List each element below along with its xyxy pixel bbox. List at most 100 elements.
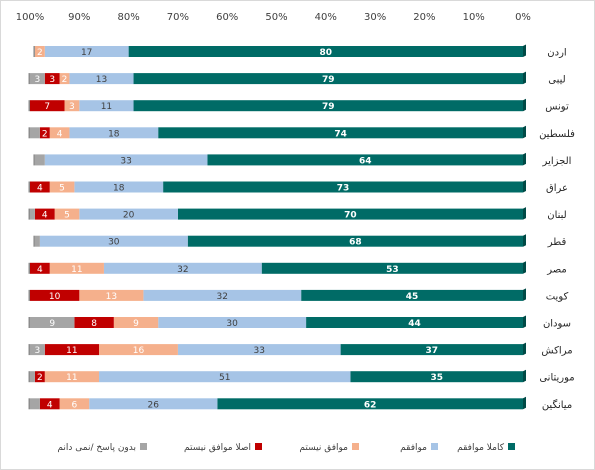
data-label: 4 (57, 129, 63, 139)
bar-segment (99, 371, 351, 383)
bar-segment (217, 398, 523, 410)
bar-segment (128, 46, 523, 57)
bar-segment (49, 127, 70, 139)
bar-segment (34, 154, 45, 166)
bar-segment (177, 344, 341, 356)
data-label: 2 (23, 129, 29, 139)
x-tick-label: 60% (216, 12, 238, 23)
data-label: 3 (35, 346, 41, 356)
bar-left-cap (28, 344, 30, 356)
bar-segment (113, 317, 159, 328)
category-label: مراکش (541, 346, 572, 357)
bar-left-cap (28, 371, 30, 383)
data-label: 4 (42, 211, 48, 221)
bar-segment (30, 262, 50, 274)
data-label: 18 (108, 129, 120, 139)
x-tick-label: 50% (265, 12, 287, 23)
data-label: 4 (37, 184, 43, 194)
bar-segment (74, 181, 164, 193)
data-label: 2 (62, 75, 68, 85)
bar-left-cap (28, 73, 30, 85)
bar-left-cap (28, 127, 30, 139)
data-label: 11 (66, 373, 77, 383)
bar-right-face (523, 207, 526, 220)
bar-segment (54, 208, 80, 220)
bar-segment (30, 127, 40, 139)
data-label: 37 (426, 346, 439, 356)
data-label: 30 (108, 238, 120, 248)
bar-segment (30, 317, 75, 328)
bar-segment (30, 371, 35, 383)
data-label: 53 (386, 265, 399, 275)
bar-left-cap (28, 100, 30, 112)
data-label: 3 (35, 75, 41, 85)
bar-segment (158, 127, 523, 139)
bar-left-cap (28, 181, 30, 193)
bar-segment (69, 127, 159, 139)
legend-swatch (140, 443, 147, 450)
x-tick-label: 0% (515, 12, 531, 23)
data-label: 2 (37, 48, 43, 58)
data-label: 7 (44, 102, 50, 112)
data-label: 33 (254, 346, 265, 356)
bar-segment (49, 181, 75, 193)
bar-segment (30, 289, 80, 301)
legend-label: اصلا موافق نیستم (184, 443, 251, 453)
data-label: 13 (106, 292, 117, 302)
data-label: 2 (23, 400, 29, 410)
data-label: 13 (96, 75, 107, 85)
bar-segment (133, 100, 523, 112)
data-label: 11 (66, 346, 77, 356)
bar-segment (44, 344, 100, 356)
data-label: 9 (49, 319, 55, 329)
data-label: 5 (64, 211, 70, 221)
data-label: 4 (37, 265, 43, 275)
legend-label: بدون پاسخ /نمی دانم (57, 443, 136, 453)
data-label: 79 (322, 102, 335, 112)
bar-segment (30, 398, 40, 410)
bar-segment (39, 127, 50, 139)
bar-right-face (523, 315, 526, 328)
x-tick-label: 90% (68, 12, 90, 23)
legend-swatch (431, 443, 438, 450)
data-label: 6 (72, 400, 78, 410)
bar-segment (143, 289, 302, 301)
data-label: 4 (47, 400, 53, 410)
legend-label: کاملا موافقم (457, 443, 505, 453)
x-tick-label: 70% (167, 12, 189, 23)
data-label: 2 (37, 373, 43, 383)
legend-swatch (352, 443, 359, 450)
bar-right-face (523, 44, 526, 57)
data-label: 45 (406, 292, 419, 302)
data-label: 2 (28, 156, 34, 166)
data-label: 1 (23, 211, 29, 221)
category-label: سودان (543, 319, 571, 330)
data-label: 79 (322, 75, 335, 85)
data-label: 8 (91, 319, 97, 329)
data-label: 80 (320, 48, 333, 58)
bar-segment (34, 235, 40, 247)
bar-segment (44, 154, 208, 166)
legend-label: موافقم (400, 443, 427, 453)
bar-segment (44, 46, 129, 57)
bar-segment (187, 235, 523, 247)
bar-right-face (523, 125, 526, 139)
x-tick-label: 10% (463, 12, 485, 23)
bar-left-cap (28, 398, 30, 410)
legend-label: موافق نیستم (299, 443, 348, 453)
category-label: قطر (547, 237, 567, 248)
bar-right-face (523, 342, 526, 356)
bar-segment (350, 371, 523, 383)
bar-right-face (523, 234, 526, 247)
data-label: 3 (49, 75, 55, 85)
data-label: 1 (23, 373, 29, 383)
data-label: 26 (148, 400, 160, 410)
category-label: تونس (545, 102, 569, 113)
data-label: 18 (113, 184, 125, 194)
data-label: 9 (133, 319, 139, 329)
bar-segment (30, 181, 50, 193)
bar-right-face (523, 288, 526, 301)
data-label: 20 (123, 211, 135, 221)
data-label: 30 (226, 319, 238, 329)
